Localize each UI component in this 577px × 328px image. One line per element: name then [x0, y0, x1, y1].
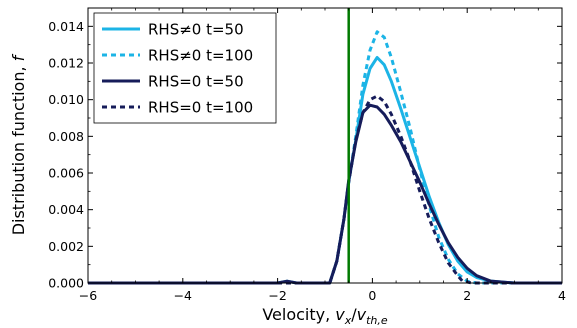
y-axis-label: Distribution function, f — [9, 53, 28, 235]
x-axis-label-text: Velocity, — [262, 305, 335, 324]
y-tick-label: 0.004 — [48, 202, 84, 217]
x-tick-label: 4 — [558, 288, 566, 303]
x-tick-label: 0 — [368, 288, 376, 303]
y-tick-label: 0.008 — [48, 129, 84, 144]
y-tick-label: 0.012 — [48, 56, 84, 71]
legend-label: RHS=0 t=100 — [148, 99, 253, 117]
x-tick-label: −4 — [174, 288, 192, 303]
y-tick-label: 0.000 — [48, 276, 84, 291]
y-tick-label: 0.002 — [48, 239, 84, 254]
legend-label: RHS≠0 t=50 — [148, 21, 244, 39]
x-tick-label: 2 — [463, 288, 471, 303]
y-tick-label: 0.010 — [48, 92, 84, 107]
legend-label: RHS=0 t=50 — [148, 73, 244, 91]
x-axis-label-math-sub: th,e — [366, 314, 388, 327]
y-tick-label: 0.014 — [48, 19, 84, 34]
x-tick-label: −2 — [268, 288, 286, 303]
y-axis-label-text: Distribution function, — [9, 61, 28, 235]
legend-label: RHS≠0 t=100 — [148, 47, 253, 65]
legend: RHS≠0 t=50 RHS≠0 t=100 RHS=0 t=50 RHS=0 t=1… — [94, 13, 276, 123]
y-tick-label: 0.006 — [48, 166, 84, 181]
